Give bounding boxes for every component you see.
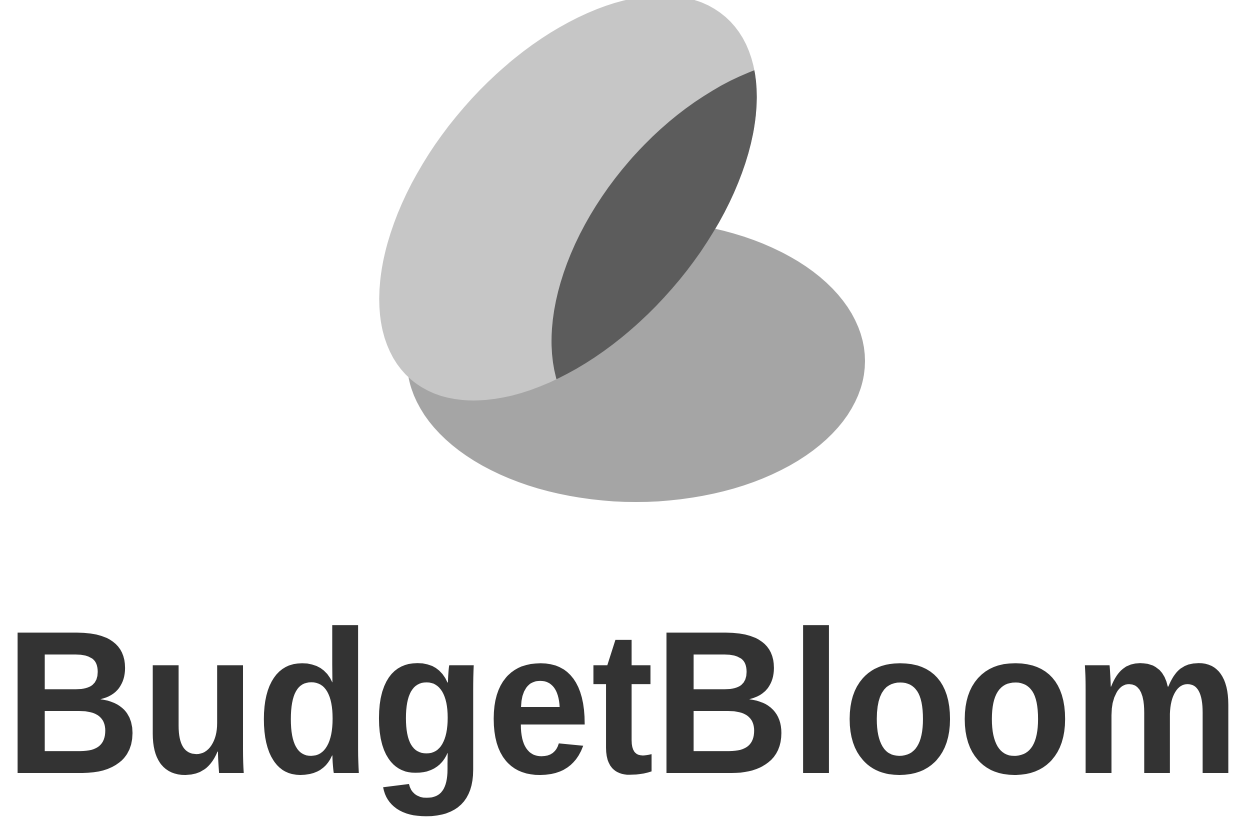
wordmark: BudgetBloom [5,589,1240,817]
logo-mark [379,0,865,502]
